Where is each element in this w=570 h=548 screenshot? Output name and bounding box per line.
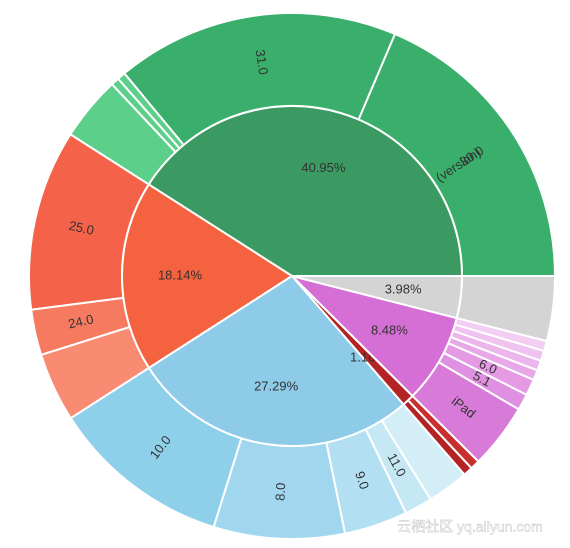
outer-label: 31.0 [253, 48, 271, 75]
inner-segment [288, 274, 458, 398]
outer-label: 24.0 [67, 311, 95, 331]
inner-segment [121, 183, 294, 370]
watermark: 云栖社区 yq.aliyun.com [397, 519, 542, 535]
inner-segment [147, 274, 405, 447]
inner-label: 40.95% [301, 160, 346, 175]
outer-label: 8.0 [272, 482, 288, 501]
outer-label: 9.0 [352, 469, 372, 491]
inner-label: 8.48% [371, 323, 408, 338]
outer-label: 25.0 [67, 218, 95, 238]
inner-label: 18.14% [158, 268, 203, 283]
inner-label: 27.29% [254, 378, 299, 393]
inner-label: 3.98% [385, 281, 422, 296]
inner-segment [291, 275, 464, 320]
